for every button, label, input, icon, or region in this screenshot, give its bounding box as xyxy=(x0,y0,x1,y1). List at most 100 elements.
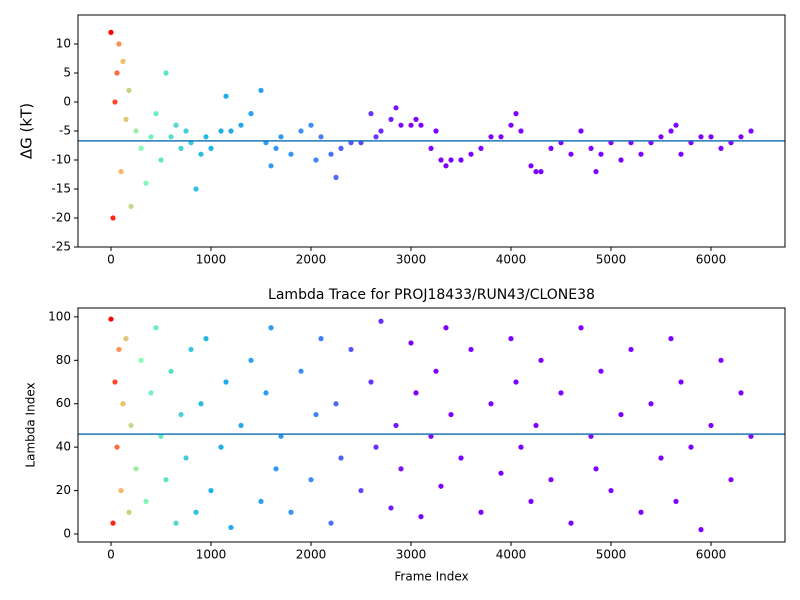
x-tick-label: 5000 xyxy=(596,548,627,562)
y-tick-label: -10 xyxy=(51,153,71,167)
point xyxy=(123,336,129,342)
point xyxy=(318,336,324,342)
x-axis-label: Frame Index xyxy=(394,570,468,584)
point xyxy=(433,368,439,374)
point xyxy=(708,422,714,429)
x-tick-label: 2000 xyxy=(296,548,327,562)
point xyxy=(748,433,754,439)
point xyxy=(678,379,684,385)
point xyxy=(278,134,284,140)
point xyxy=(738,134,744,140)
point xyxy=(148,134,154,140)
point xyxy=(538,169,544,175)
point xyxy=(413,116,419,122)
point xyxy=(468,346,474,353)
point xyxy=(116,346,122,353)
point xyxy=(328,520,334,526)
point xyxy=(333,174,339,180)
point xyxy=(143,498,149,505)
point xyxy=(183,128,189,134)
y-axis-label: Lambda Index xyxy=(24,382,38,467)
point xyxy=(238,422,244,429)
point xyxy=(558,390,564,396)
point xyxy=(478,145,484,151)
point xyxy=(533,169,539,175)
point xyxy=(288,151,294,157)
point xyxy=(348,346,354,353)
point xyxy=(263,390,269,396)
point xyxy=(448,157,454,163)
point xyxy=(308,122,314,128)
point xyxy=(248,111,254,117)
point xyxy=(488,401,494,407)
point xyxy=(518,128,524,134)
point xyxy=(110,520,116,526)
point xyxy=(513,379,519,385)
point xyxy=(593,169,599,175)
point xyxy=(508,122,514,128)
point xyxy=(688,444,694,450)
y-tick-label: 40 xyxy=(56,440,71,454)
point xyxy=(443,163,449,169)
point xyxy=(628,346,634,353)
point xyxy=(203,134,209,140)
x-tick-label: 1000 xyxy=(196,548,227,562)
point xyxy=(273,466,279,472)
point xyxy=(133,128,139,134)
point xyxy=(318,134,324,140)
point xyxy=(168,134,174,140)
point xyxy=(513,111,519,117)
point xyxy=(123,116,129,122)
point xyxy=(578,128,584,134)
point xyxy=(120,401,126,407)
point xyxy=(358,487,364,494)
point xyxy=(498,134,504,140)
point xyxy=(448,411,454,418)
y-tick-label: 0 xyxy=(63,95,71,109)
point xyxy=(248,357,254,363)
y-tick-label: 0 xyxy=(63,526,71,540)
x-tick-label: 6000 xyxy=(696,548,727,562)
point xyxy=(593,466,599,472)
point xyxy=(148,390,154,396)
point xyxy=(108,316,114,322)
point xyxy=(438,483,444,489)
point xyxy=(193,509,199,515)
point xyxy=(728,477,734,483)
point xyxy=(418,514,424,520)
point xyxy=(708,134,714,140)
point xyxy=(718,357,724,363)
point xyxy=(578,325,584,331)
point xyxy=(223,93,229,99)
point xyxy=(153,325,159,331)
point xyxy=(118,169,124,175)
chart-title: Lambda Trace for PROJ18433/RUN43/CLONE38 xyxy=(268,287,595,303)
point xyxy=(528,498,534,505)
point xyxy=(373,134,379,140)
point xyxy=(258,498,264,505)
x-tick-label: 1000 xyxy=(196,253,227,267)
point xyxy=(128,422,134,429)
point xyxy=(738,390,744,396)
point xyxy=(183,455,189,461)
point xyxy=(158,157,164,163)
x-tick-label: 0 xyxy=(107,548,115,562)
point xyxy=(173,122,179,128)
point xyxy=(288,509,294,515)
x-tick-label: 3000 xyxy=(396,253,427,267)
point xyxy=(698,527,704,533)
point xyxy=(368,111,374,117)
point xyxy=(718,145,724,151)
point xyxy=(278,433,284,439)
point xyxy=(223,379,229,385)
point xyxy=(228,524,234,531)
point xyxy=(618,157,624,163)
point xyxy=(193,186,199,192)
point xyxy=(203,336,209,342)
x-tick-label: 5000 xyxy=(596,253,627,267)
point xyxy=(568,520,574,526)
point xyxy=(478,509,484,515)
x-tick-label: 0 xyxy=(107,253,115,267)
y-tick-label: -25 xyxy=(51,240,71,254)
